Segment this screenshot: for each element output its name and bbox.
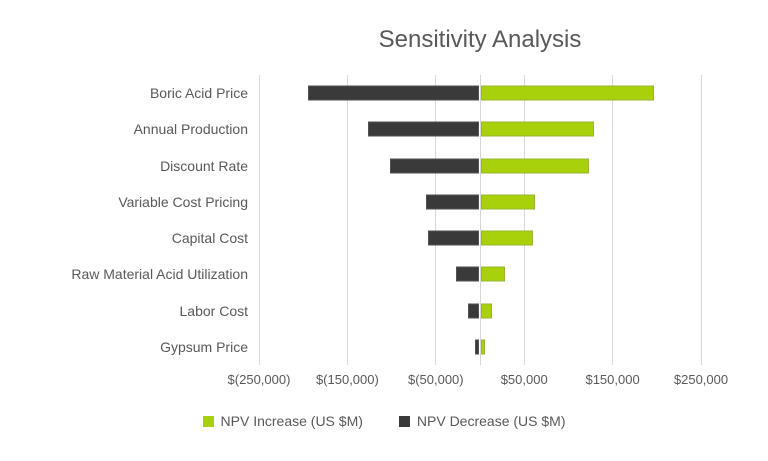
npv-decrease-bar — [456, 266, 479, 282]
x-axis: $(250,000) $(150,000) $(50,000) $50,000 $150… — [228, 372, 729, 392]
legend-swatch — [398, 415, 410, 427]
npv-increase-bar — [481, 339, 486, 355]
npv-decrease-bar — [307, 85, 479, 101]
legend: NPV Increase (US $M) NPV Decrease (US $M) — [0, 413, 768, 429]
npv-increase-bar — [481, 194, 535, 210]
gridline — [612, 75, 614, 365]
plot-area — [258, 75, 702, 365]
x-tick-label: $(250,000) — [227, 372, 291, 387]
npv-decrease-bar — [475, 339, 479, 355]
legend-label: NPV Decrease (US $M) — [416, 413, 566, 429]
npv-decrease-bar — [367, 121, 479, 137]
legend-item: NPV Increase (US $M) — [202, 413, 363, 429]
category-label: Boric Acid Price — [149, 85, 248, 102]
x-tick-label: $50,000 — [500, 372, 548, 387]
legend-item: NPV Decrease (US $M) — [398, 413, 566, 429]
x-tick-label: $(50,000) — [407, 372, 464, 387]
npv-increase-bar — [481, 230, 534, 246]
category-label: Capital Cost — [171, 230, 248, 247]
x-tick-label: $250,000 — [673, 372, 729, 387]
bar-row — [259, 293, 701, 329]
x-tick-label: $150,000 — [585, 372, 640, 387]
gridline — [435, 75, 437, 365]
gridline — [700, 75, 702, 365]
category-label: Discount Rate — [160, 157, 248, 174]
bar-row — [259, 184, 701, 220]
bar-row — [259, 111, 701, 147]
legend-label: NPV Increase (US $M) — [220, 413, 363, 429]
npv-increase-bar — [481, 303, 493, 319]
npv-increase-bar — [481, 266, 505, 282]
zero-axis-line — [479, 75, 481, 365]
gridline — [346, 75, 348, 365]
category-label: Annual Production — [133, 121, 248, 138]
bar-row — [259, 256, 701, 292]
chart-title: Sensitivity Analysis — [378, 26, 582, 53]
npv-increase-bar — [481, 158, 589, 174]
bar-row — [259, 148, 701, 184]
legend-swatch — [202, 415, 214, 427]
npv-decrease-bar — [427, 230, 479, 246]
category-label: Gypsum Price — [160, 338, 248, 355]
gridline — [523, 75, 525, 365]
npv-decrease-bar — [425, 194, 479, 210]
category-label: Raw Material Acid Utilization — [71, 266, 248, 283]
bar-row — [259, 329, 701, 365]
bar-rows — [259, 75, 701, 365]
npv-increase-bar — [481, 85, 655, 101]
npv-increase-bar — [481, 121, 595, 137]
category-label: Labor Cost — [179, 302, 248, 319]
npv-decrease-bar — [468, 303, 479, 319]
category-axis: Boric Acid Price Annual Production Discoun… — [0, 75, 248, 365]
x-tick-label: $(150,000) — [315, 372, 379, 387]
bar-row — [259, 220, 701, 256]
category-label: Variable Cost Pricing — [118, 193, 248, 210]
bar-row — [259, 75, 701, 111]
npv-decrease-bar — [389, 158, 479, 174]
gridline — [258, 75, 260, 365]
